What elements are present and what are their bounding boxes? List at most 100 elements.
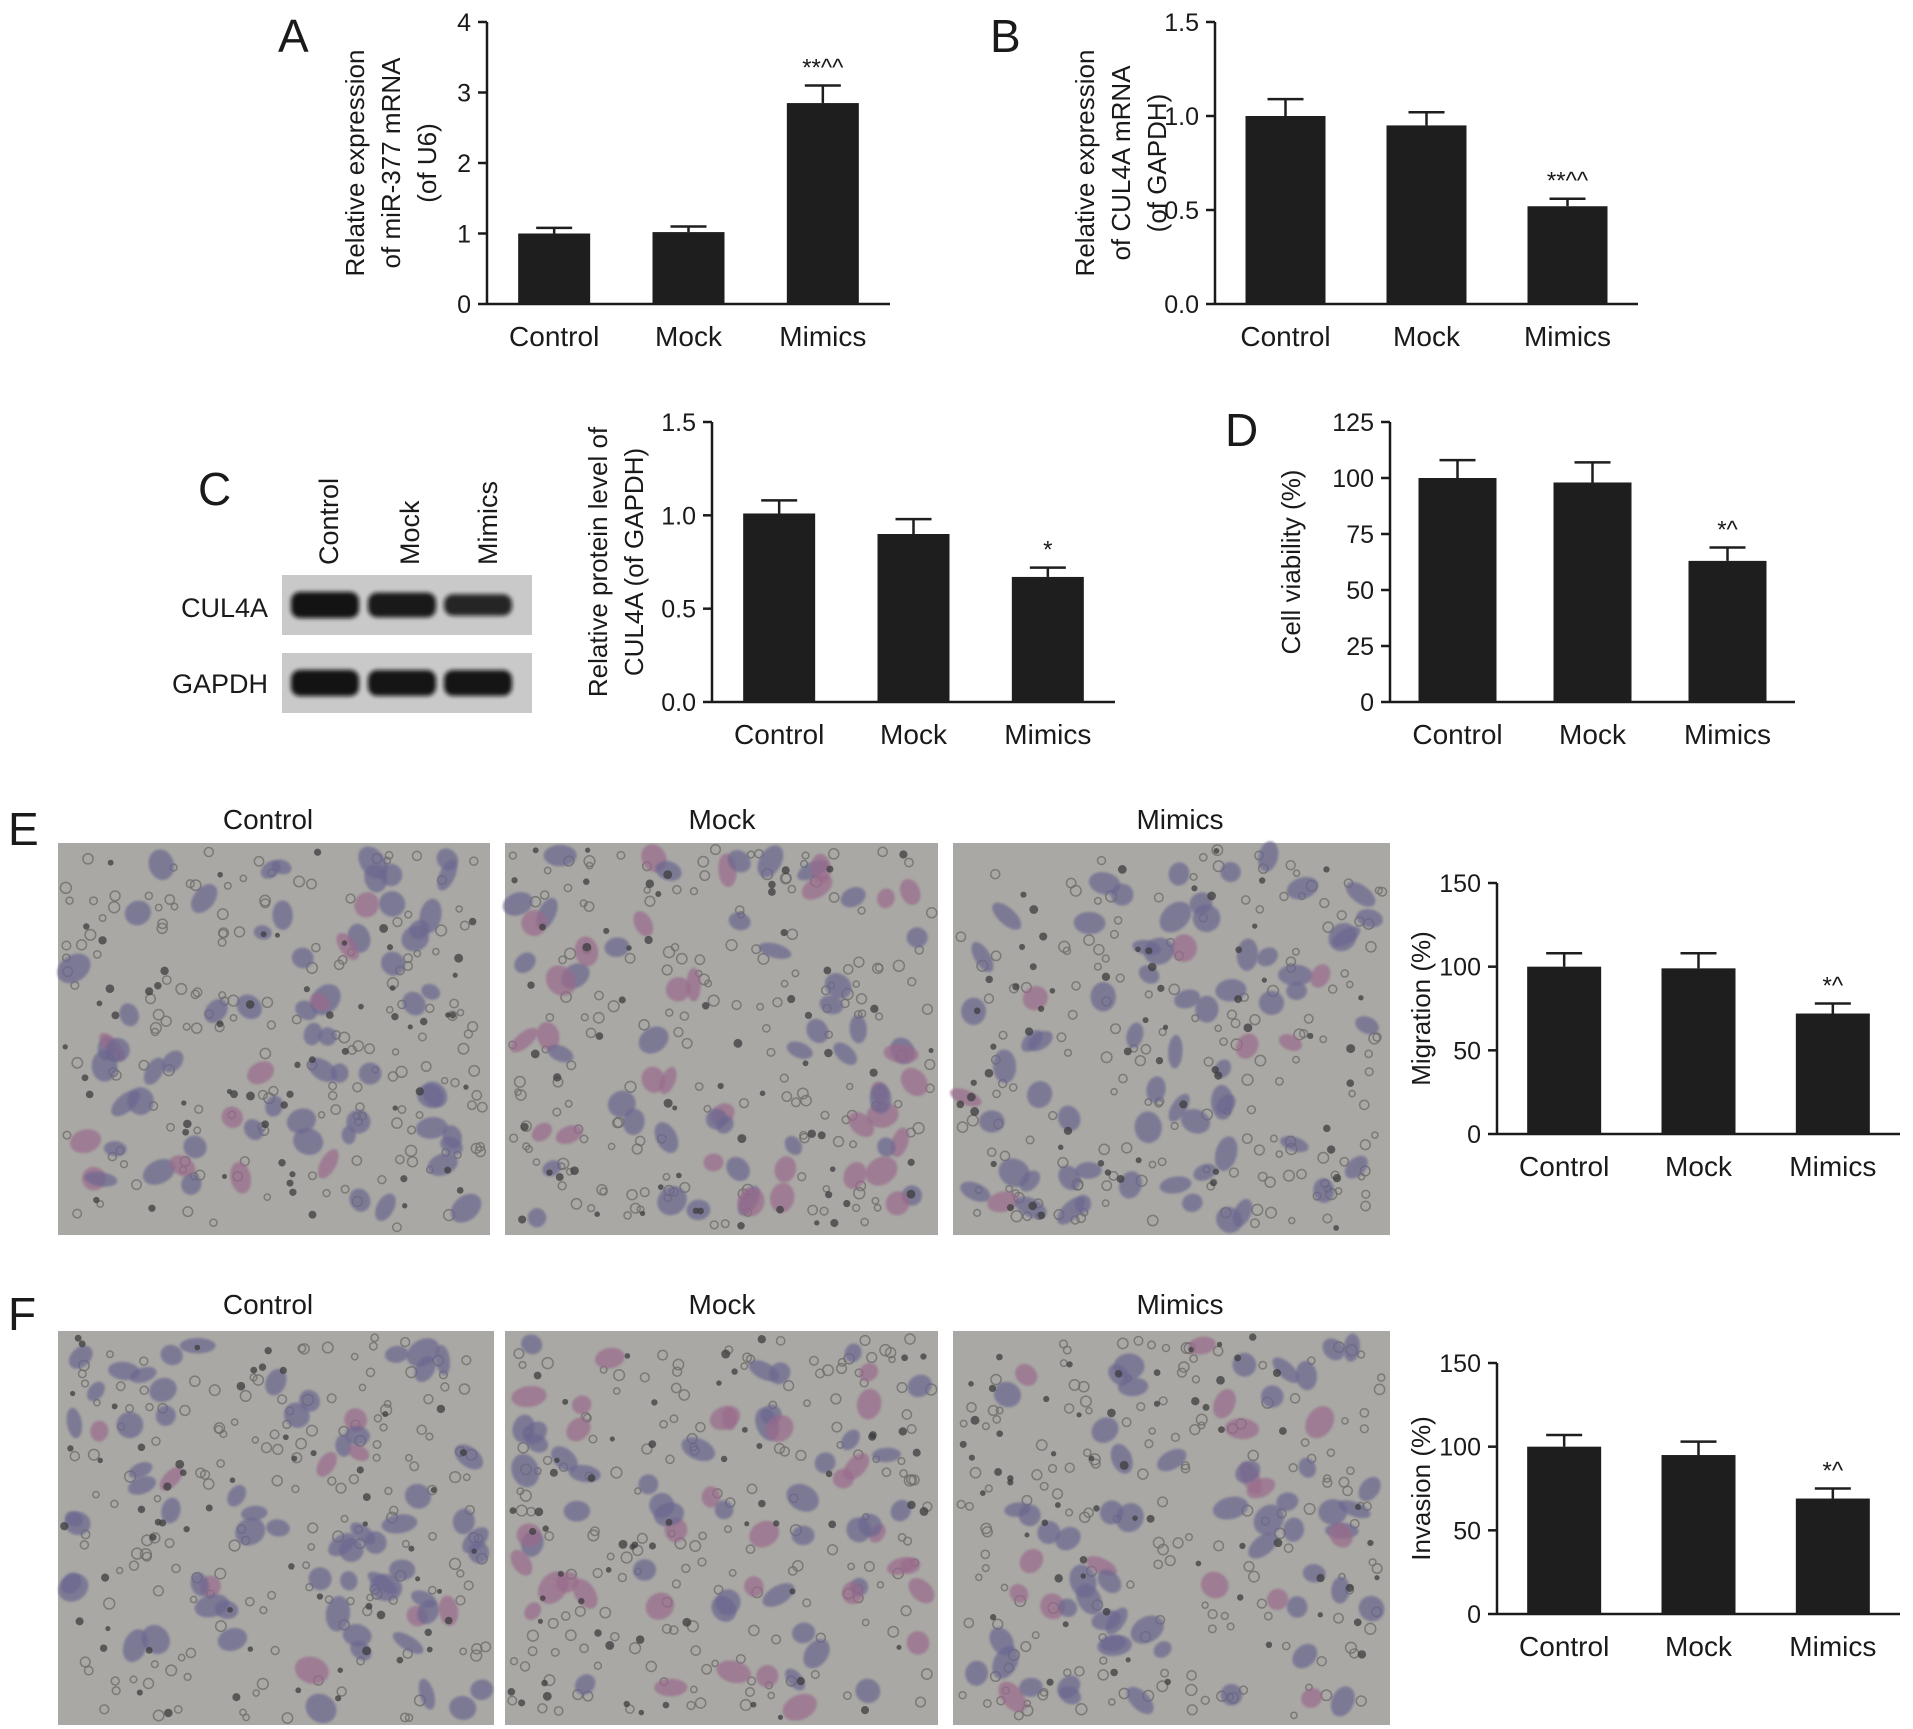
category-label: Control <box>1240 321 1330 352</box>
chart-a-mir377-expression: 0 1 2 3 4 Control Mock **^^ Mimics Relative expre… <box>340 9 890 352</box>
y-tick-label: 1.0 <box>1164 103 1199 131</box>
y-tick-label: 1.0 <box>661 502 696 530</box>
y-tick-label: 4 <box>457 9 471 37</box>
y-tick-label: 50 <box>1453 1517 1481 1545</box>
y-axis-title: (of U6) <box>412 123 442 202</box>
y-axis-title: Invasion (%) <box>1406 1416 1436 1561</box>
y-tick-label: 0.0 <box>661 689 696 717</box>
y-tick-label: 150 <box>1439 870 1481 898</box>
category-label: Mock <box>880 719 948 750</box>
bar <box>877 534 950 702</box>
category-label: Mimics <box>1524 321 1611 352</box>
category-label: Mimics <box>1789 1631 1876 1662</box>
bar <box>1527 206 1608 304</box>
y-tick-label: 0.0 <box>1164 291 1199 319</box>
bar <box>518 233 591 304</box>
y-axis-title: (of GAPDH) <box>1142 94 1172 233</box>
blot-band <box>368 592 436 618</box>
chart-b-cul4a-mrna: 0.0 0.5 1.0 1.5 Control Mock **^^ Mimics Relativ… <box>1070 9 1638 352</box>
bar <box>1553 482 1632 702</box>
bar <box>1661 1455 1736 1614</box>
category-label: Mimics <box>1789 1151 1876 1182</box>
category-label: Mock <box>1559 719 1627 750</box>
category-label: Mock <box>655 321 723 352</box>
bar <box>1661 968 1736 1134</box>
significance-label: **^^ <box>1547 168 1589 195</box>
y-tick-label: 0.5 <box>661 596 696 624</box>
significance-label: *^ <box>1717 516 1738 543</box>
bar <box>1386 125 1467 305</box>
category-label: Mimics <box>779 321 866 352</box>
category-label: Control <box>734 719 824 750</box>
category-label: Mock <box>1393 321 1461 352</box>
micrograph-image <box>953 1331 1390 1725</box>
micrograph-row-e: Control Mock Mimics <box>57 804 1390 1235</box>
micrograph-image <box>950 841 1390 1235</box>
blot-band <box>291 591 359 619</box>
bar <box>1011 576 1084 702</box>
y-axis-title: of miR-377 mRNA <box>376 57 406 269</box>
micrograph-image <box>58 1331 494 1725</box>
y-tick-label: 75 <box>1346 521 1374 549</box>
y-tick-label: 50 <box>1346 577 1374 605</box>
blot-lane-label: Mock <box>395 500 425 565</box>
panel-letter-b: B <box>990 10 1021 62</box>
y-tick-label: 0 <box>1467 1601 1481 1629</box>
bar <box>1418 478 1497 702</box>
micrograph-row-f: Control Mock Mimics <box>58 1289 1390 1725</box>
y-tick-label: 0.5 <box>1164 197 1199 225</box>
significance-label: * <box>1043 537 1052 564</box>
y-tick-label: 100 <box>1439 1434 1481 1462</box>
blot-row-label: GAPDH <box>172 669 268 699</box>
panel-letter-f: F <box>8 1288 36 1340</box>
micrograph-image <box>502 843 938 1235</box>
significance-label: **^^ <box>802 54 844 81</box>
significance-label: *^ <box>1823 1458 1844 1485</box>
y-axis-title: of CUL4A mRNA <box>1106 65 1136 261</box>
bar <box>652 232 725 304</box>
category-label: Mock <box>1665 1631 1733 1662</box>
micrograph-title: Control <box>223 1289 313 1320</box>
chart-d-cell-viability: 0 25 50 75 100 125 Control Mock *^ Mimics Cell via… <box>1276 409 1795 750</box>
y-tick-label: 1.5 <box>1164 9 1199 37</box>
micrograph-image <box>57 843 490 1235</box>
micrograph-title: Mimics <box>1136 804 1223 835</box>
significance-label: *^ <box>1823 972 1844 999</box>
y-axis-title: Cell viability (%) <box>1276 470 1306 655</box>
y-axis-title: Migration (%) <box>1406 931 1436 1086</box>
blot-band <box>444 594 512 616</box>
chart-f-invasion: 0 50 100 150 Control Mock *^ Mimics Invasion (%) <box>1406 1350 1900 1662</box>
chart-e-migration: 0 50 100 150 Control Mock *^ Mimics Migration (%… <box>1406 870 1900 1182</box>
micrograph-title: Mimics <box>1136 1289 1223 1320</box>
blot-band <box>291 669 359 697</box>
y-tick-label: 0 <box>1360 689 1374 717</box>
micrograph-image <box>505 1331 938 1725</box>
bar <box>786 103 859 304</box>
y-tick-label: 1 <box>457 221 471 249</box>
bar <box>1527 1446 1602 1614</box>
y-tick-label: 25 <box>1346 633 1374 661</box>
blot-lane-label: Control <box>314 478 344 565</box>
y-axis-title: CUL4A (of GAPDH) <box>619 448 649 676</box>
category-label: Control <box>1519 1631 1609 1662</box>
panel-letter-a: A <box>278 10 309 62</box>
y-tick-label: 100 <box>1439 954 1481 982</box>
bar <box>1527 966 1602 1134</box>
bar <box>1795 1498 1870 1614</box>
panel-letter-e: E <box>8 803 39 855</box>
bar <box>1795 1013 1870 1134</box>
blot-band <box>368 670 436 696</box>
category-label: Control <box>1519 1151 1609 1182</box>
blot-lane-label: Mimics <box>473 481 503 565</box>
panel-letter-c: C <box>198 463 231 515</box>
y-tick-label: 125 <box>1332 409 1374 437</box>
y-tick-label: 150 <box>1439 1350 1481 1378</box>
y-tick-label: 0 <box>1467 1121 1481 1149</box>
y-tick-label: 3 <box>457 80 471 108</box>
category-label: Mock <box>1665 1151 1733 1182</box>
western-blot: Control Mock Mimics CUL4A GAPDH <box>172 478 532 713</box>
y-tick-label: 1.5 <box>661 409 696 437</box>
y-tick-label: 0 <box>457 291 471 319</box>
micrograph-title: Mock <box>689 1289 757 1320</box>
